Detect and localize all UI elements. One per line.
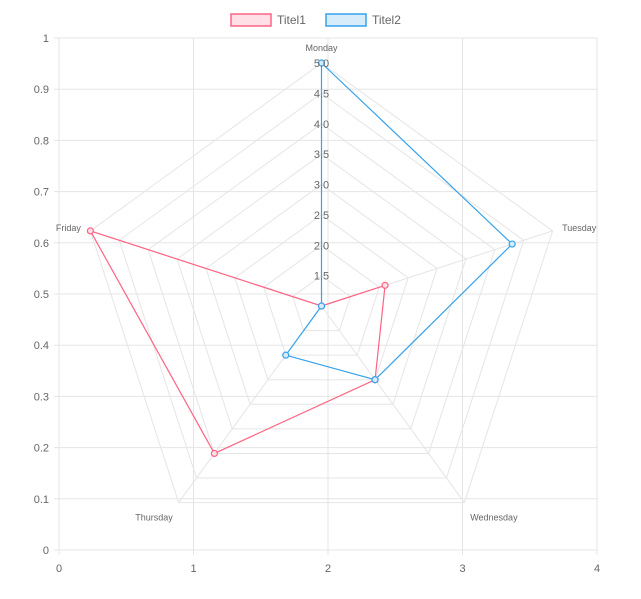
data-point-titel2 xyxy=(371,376,379,384)
y-tick-label: 0.1 xyxy=(34,494,49,506)
radial-tick-label: 2.0 xyxy=(314,240,329,252)
legend-swatch-titel1 xyxy=(230,13,272,27)
radar-ring xyxy=(234,214,409,381)
data-point-titel2 xyxy=(282,351,290,359)
radial-tick-label: 4.0 xyxy=(314,119,329,131)
y-tick-label: 0.4 xyxy=(34,340,49,352)
radial-tick-label: 3.0 xyxy=(314,180,329,192)
radial-tick-label: 2.5 xyxy=(314,210,329,222)
radar-ring xyxy=(89,62,554,504)
x-tick-label: 2 xyxy=(325,563,331,575)
series-line-titel1 xyxy=(89,229,386,455)
radar-ring xyxy=(147,123,496,454)
legend-label-titel2: Titel2 xyxy=(372,13,401,27)
x-tick-label: 3 xyxy=(459,563,465,575)
x-tick-label: 4 xyxy=(594,563,600,575)
data-point-titel2 xyxy=(317,59,326,67)
radar-ring xyxy=(118,92,525,479)
legend-label-titel1: Titel1 xyxy=(277,13,306,27)
y-tick-label: 0 xyxy=(43,545,49,557)
data-point-titel2 xyxy=(317,302,326,310)
point-label-tuesday: Tuesday xyxy=(562,223,597,233)
point-label-friday: Friday xyxy=(56,223,82,233)
data-point-titel2 xyxy=(508,240,516,248)
x-tick-label: 1 xyxy=(190,563,196,575)
point-label-wednesday: Wednesday xyxy=(470,513,518,523)
point-labels: Monday Tuesday Wednesday Thursday Friday xyxy=(56,43,597,523)
y-tick-label: 1 xyxy=(43,33,49,45)
series-line-titel2 xyxy=(284,61,514,381)
radar-ring xyxy=(263,244,380,356)
series-layer xyxy=(86,59,516,458)
data-point-titel1 xyxy=(210,449,218,458)
radial-tick-label: 3.5 xyxy=(314,149,329,161)
radar-ring xyxy=(292,275,351,332)
radial-tick-label: 1.5 xyxy=(314,271,329,283)
cartesian-grid xyxy=(54,37,598,555)
radial-tick-labels: 1.5 2.0 2.5 3.0 3.5 4.0 4.5 5.0 xyxy=(314,58,329,283)
legend: Titel1 Titel2 xyxy=(230,13,401,27)
axis-tick-labels: 0 1 2 3 4 0 0.1 0.2 0.3 0.4 0.5 0.6 0.7 0.8 0.9 1 xyxy=(34,33,600,575)
y-tick-label: 0.9 xyxy=(34,84,49,96)
point-label-monday: Monday xyxy=(305,43,338,53)
y-tick-label: 0.3 xyxy=(34,391,49,403)
data-point-titel1 xyxy=(381,281,389,289)
legend-swatch-titel2 xyxy=(325,13,367,27)
y-tick-label: 0.2 xyxy=(34,443,49,455)
radial-tick-label: 5.0 xyxy=(314,58,329,70)
y-tick-label: 0.8 xyxy=(34,135,49,147)
y-tick-label: 0.7 xyxy=(34,187,49,199)
radial-tick-label: 4.5 xyxy=(314,88,329,100)
y-tick-label: 0.5 xyxy=(34,289,49,301)
point-label-thursday: Thursday xyxy=(135,513,173,523)
data-point-titel1 xyxy=(86,227,94,235)
radar-ring xyxy=(176,153,467,430)
x-tick-label: 0 xyxy=(56,563,62,575)
y-tick-label: 0.6 xyxy=(34,238,49,250)
